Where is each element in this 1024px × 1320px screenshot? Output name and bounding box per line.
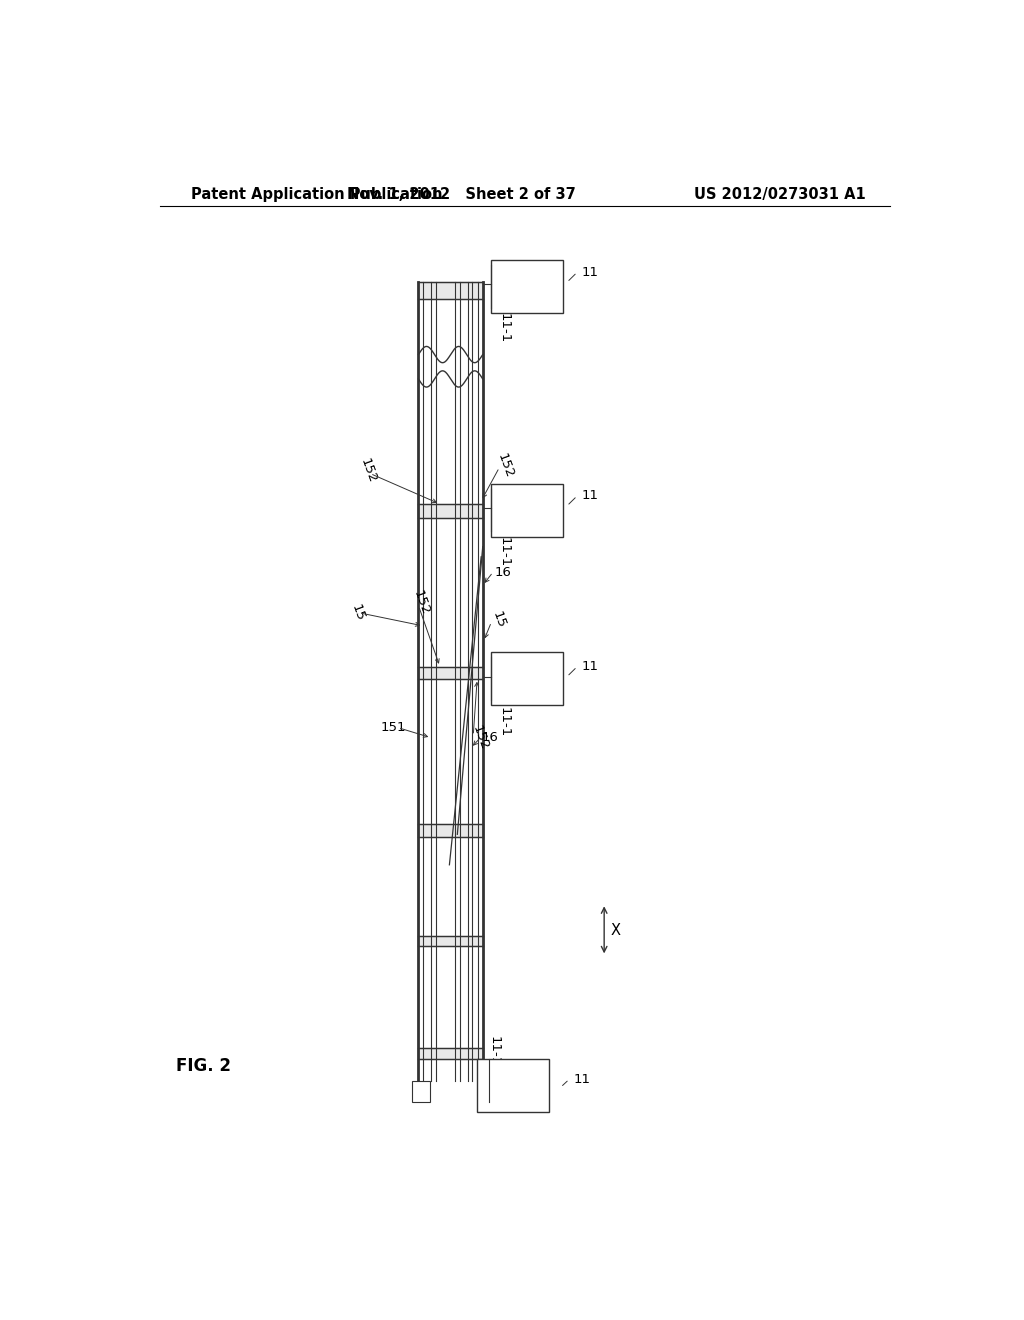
- Bar: [419, 936, 482, 946]
- Bar: [419, 1048, 482, 1059]
- Text: 11-1: 11-1: [498, 708, 511, 738]
- Bar: [492, 652, 563, 705]
- Text: 11-1: 11-1: [498, 313, 511, 343]
- Bar: [492, 483, 563, 536]
- Text: FIG. 2: FIG. 2: [176, 1057, 230, 1074]
- Bar: [419, 824, 482, 837]
- Text: 152: 152: [469, 723, 490, 752]
- Text: Nov. 1, 2012   Sheet 2 of 37: Nov. 1, 2012 Sheet 2 of 37: [347, 187, 575, 202]
- Text: 152: 152: [495, 451, 515, 479]
- Bar: [419, 504, 482, 519]
- Text: 15: 15: [348, 602, 367, 623]
- Bar: [492, 260, 563, 313]
- Text: 11: 11: [582, 265, 599, 279]
- Text: 11: 11: [582, 660, 599, 673]
- Bar: [477, 1059, 549, 1111]
- Text: 16: 16: [495, 565, 512, 578]
- Bar: [419, 667, 482, 678]
- Text: US 2012/0273031 A1: US 2012/0273031 A1: [694, 187, 866, 202]
- Text: 11-1: 11-1: [498, 537, 511, 566]
- Bar: [478, 1081, 496, 1102]
- Bar: [419, 282, 482, 298]
- Bar: [412, 1081, 430, 1102]
- Text: 152: 152: [411, 589, 431, 616]
- Text: 11-1: 11-1: [487, 1036, 501, 1067]
- Text: 15: 15: [489, 610, 508, 630]
- Text: 16: 16: [482, 731, 499, 744]
- Text: 11: 11: [582, 490, 599, 503]
- Text: 11: 11: [574, 1073, 591, 1086]
- Text: 151: 151: [380, 721, 406, 734]
- Text: Patent Application Publication: Patent Application Publication: [191, 187, 443, 202]
- Text: X: X: [610, 924, 621, 939]
- Text: 152: 152: [358, 457, 379, 484]
